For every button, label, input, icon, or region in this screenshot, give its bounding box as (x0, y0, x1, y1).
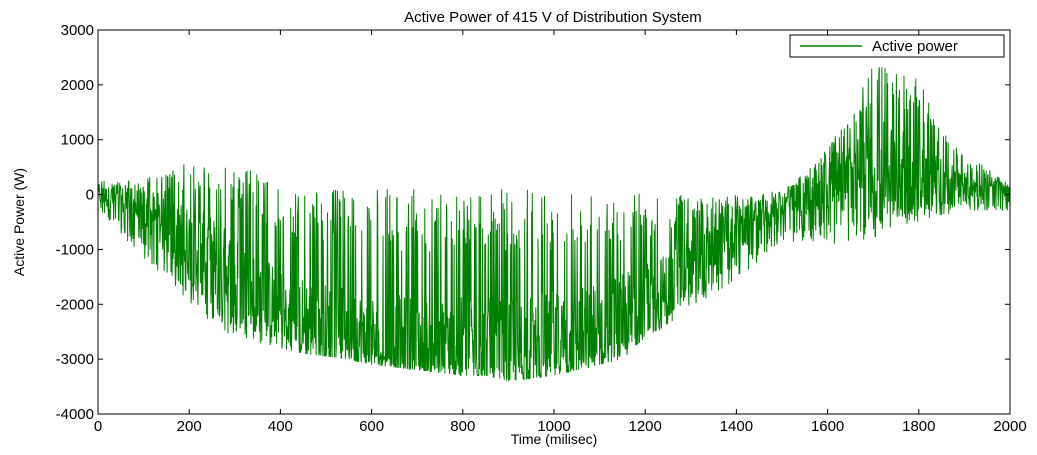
x-tick-label: 1800 (902, 418, 935, 435)
plot-area (97, 66, 1011, 382)
y-tick-label: -2000 (56, 296, 94, 313)
legend: Active power (789, 34, 1005, 58)
x-tick-label: 800 (450, 418, 475, 435)
y-tick-label: 2000 (61, 77, 94, 94)
series-line-active-power (97, 66, 1011, 382)
x-tick-label: 1200 (629, 418, 662, 435)
x-tick-label: 2000 (993, 418, 1026, 435)
y-tick-label: 0 (86, 187, 94, 204)
x-axis-label: Time (milisec) (511, 431, 598, 447)
y-tick-label: -1000 (56, 241, 94, 258)
legend-box (789, 34, 1005, 58)
y-tick-label: 1000 (61, 132, 94, 149)
y-tick-label: 3000 (61, 22, 94, 39)
legend-label: Active power (872, 38, 958, 55)
x-axis-ticks: 0 200 400 600 800 1000 1200 1400 1600 1800 2000 (94, 30, 1027, 435)
x-tick-label: 0 (94, 418, 102, 435)
y-tick-label: -4000 (56, 406, 94, 423)
x-tick-label: 200 (177, 418, 202, 435)
x-tick-label: 600 (359, 418, 384, 435)
x-tick-label: 400 (268, 418, 293, 435)
chart-title: Active Power of 415 V of Distribution Sy… (404, 9, 702, 26)
x-tick-label: 1400 (720, 418, 753, 435)
x-tick-label: 1600 (811, 418, 844, 435)
x-tick-label: 1000 (537, 418, 570, 435)
y-axis-label: Active Power (W) (11, 168, 27, 276)
plot-frame (97, 29, 1011, 415)
y-axis-ticks: -4000 -3000 -2000 -1000 0 1000 2000 3000 (56, 22, 1010, 423)
y-tick-label: -3000 (56, 351, 94, 368)
